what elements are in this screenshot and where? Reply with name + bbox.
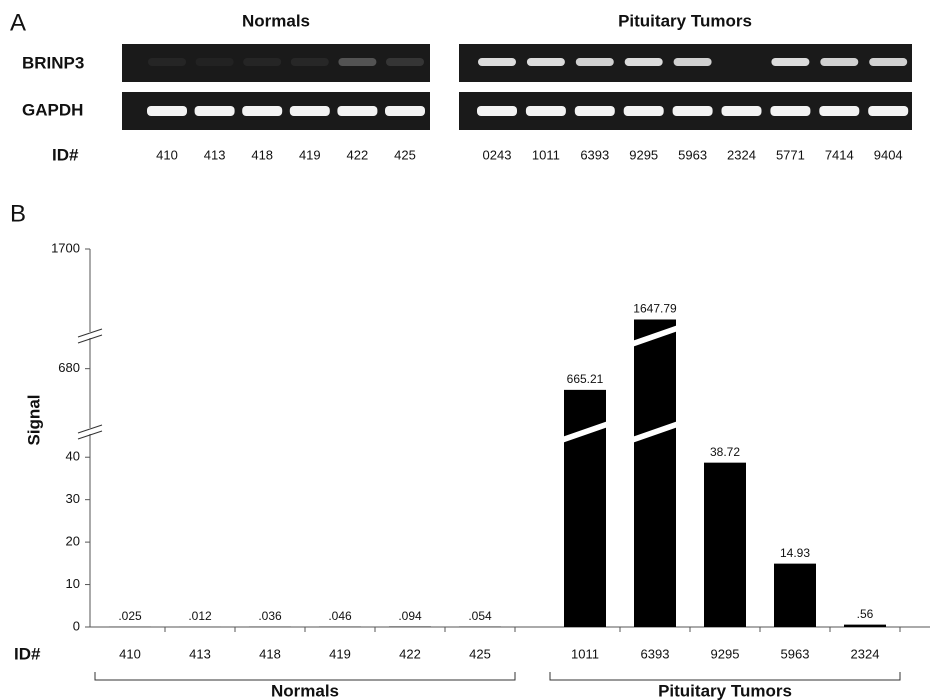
gel-band [869, 58, 907, 66]
lane-id: 9404 [874, 147, 903, 162]
y-tick-label: 1700 [51, 240, 80, 255]
gel-band [242, 106, 282, 116]
x-tick-label: 5963 [781, 646, 810, 661]
group-title: Normals [242, 11, 310, 30]
gel-band [868, 106, 908, 116]
x-tick-label: 425 [469, 646, 491, 661]
group-bracket [550, 672, 900, 680]
lane-id: 9295 [629, 147, 658, 162]
group-bracket [95, 672, 515, 680]
x-tick-label: 2324 [851, 646, 880, 661]
row-label: GAPDH [22, 100, 83, 119]
group-title: Pituitary Tumors [618, 11, 752, 30]
lane-id: 1011 [532, 147, 560, 162]
bar [844, 625, 886, 627]
gel-band [147, 106, 187, 116]
gel-band [148, 58, 186, 66]
y-tick-label: 680 [58, 360, 80, 375]
y-axis-title: Signal [24, 394, 43, 445]
x-tick-label: 6393 [641, 646, 670, 661]
gel-band [576, 58, 614, 66]
x-axis-title: ID# [14, 644, 41, 663]
value-label: .094 [398, 609, 422, 623]
lane-id: 2324 [727, 147, 756, 162]
gel-band [477, 106, 517, 116]
y-tick-label: 40 [66, 449, 80, 464]
group-label: Normals [271, 681, 339, 700]
value-label: 38.72 [710, 445, 740, 459]
bar [774, 564, 816, 627]
x-tick-label: 1011 [571, 646, 599, 661]
gel-band [195, 106, 235, 116]
lane-id: 6393 [580, 147, 609, 162]
lane-id: 5963 [678, 147, 707, 162]
x-tick-label: 9295 [711, 646, 740, 661]
gel-band [337, 106, 377, 116]
y-tick-label: 10 [66, 576, 80, 591]
gel-band [385, 106, 425, 116]
gel-band [673, 106, 713, 116]
value-label: .036 [258, 609, 282, 623]
value-label: .025 [118, 609, 142, 623]
gel-band [527, 58, 565, 66]
value-label: 14.93 [780, 546, 810, 560]
y-tick-label: 20 [66, 534, 80, 549]
x-tick-label: 410 [119, 646, 141, 661]
x-tick-label: 419 [329, 646, 351, 661]
value-label: .046 [328, 609, 352, 623]
gel-band [771, 58, 809, 66]
lane-id: 413 [204, 147, 226, 162]
value-label: .054 [468, 609, 492, 623]
bar [634, 319, 676, 627]
gel-band [770, 106, 810, 116]
y-tick-label: 0 [73, 618, 80, 633]
gel-band [338, 58, 376, 66]
value-label: 1647.79 [633, 302, 677, 316]
lane-id: 7414 [825, 147, 854, 162]
gel-band [722, 106, 762, 116]
gel-band [674, 58, 712, 66]
gel-band [386, 58, 424, 66]
lane-id: 419 [299, 147, 321, 162]
gel-band [526, 106, 566, 116]
x-tick-label: 422 [399, 646, 421, 661]
row-label: BRINP3 [22, 53, 84, 72]
gel-band [290, 106, 330, 116]
gel-band [575, 106, 615, 116]
x-tick-label: 418 [259, 646, 281, 661]
panel-label: B [10, 200, 26, 227]
gel-band [625, 58, 663, 66]
panel-label: A [10, 9, 26, 36]
id-label: ID# [52, 145, 79, 164]
gel-band [196, 58, 234, 66]
lane-id: 425 [394, 147, 416, 162]
bar [704, 463, 746, 627]
x-tick-label: 413 [189, 646, 211, 661]
figure: A Normals Pituitary Tumors BRINP3 GAPDH … [0, 0, 931, 700]
gel-band [478, 58, 516, 66]
group-label: Pituitary Tumors [658, 681, 792, 700]
y-tick-label: 30 [66, 491, 80, 506]
gel-band [291, 58, 329, 66]
value-label: .56 [857, 607, 874, 621]
lane-id: 5771 [776, 147, 805, 162]
lane-id: 418 [251, 147, 273, 162]
value-label: .012 [188, 609, 212, 623]
lane-id: 410 [156, 147, 178, 162]
gel-band [820, 58, 858, 66]
gel-band [819, 106, 859, 116]
gel-band [243, 58, 281, 66]
value-label: 665.21 [567, 372, 604, 386]
lane-id: 0243 [483, 147, 512, 162]
gel-band [624, 106, 664, 116]
lane-id: 422 [347, 147, 369, 162]
